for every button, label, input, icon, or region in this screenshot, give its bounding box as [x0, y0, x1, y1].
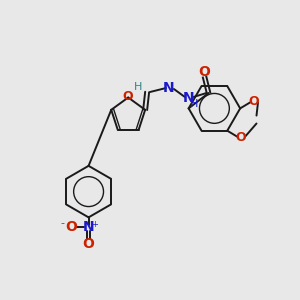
Text: +: + [91, 220, 98, 229]
Text: H: H [190, 99, 198, 109]
Text: O: O [236, 131, 247, 144]
Text: H: H [134, 82, 142, 92]
Text: O: O [122, 90, 133, 103]
Text: N: N [163, 81, 175, 95]
Text: O: O [82, 237, 94, 251]
Text: O: O [199, 65, 211, 79]
Text: N: N [183, 91, 195, 105]
Text: O: O [249, 95, 259, 108]
Text: O: O [65, 220, 77, 234]
Text: N: N [83, 220, 94, 234]
Text: -: - [61, 218, 65, 228]
